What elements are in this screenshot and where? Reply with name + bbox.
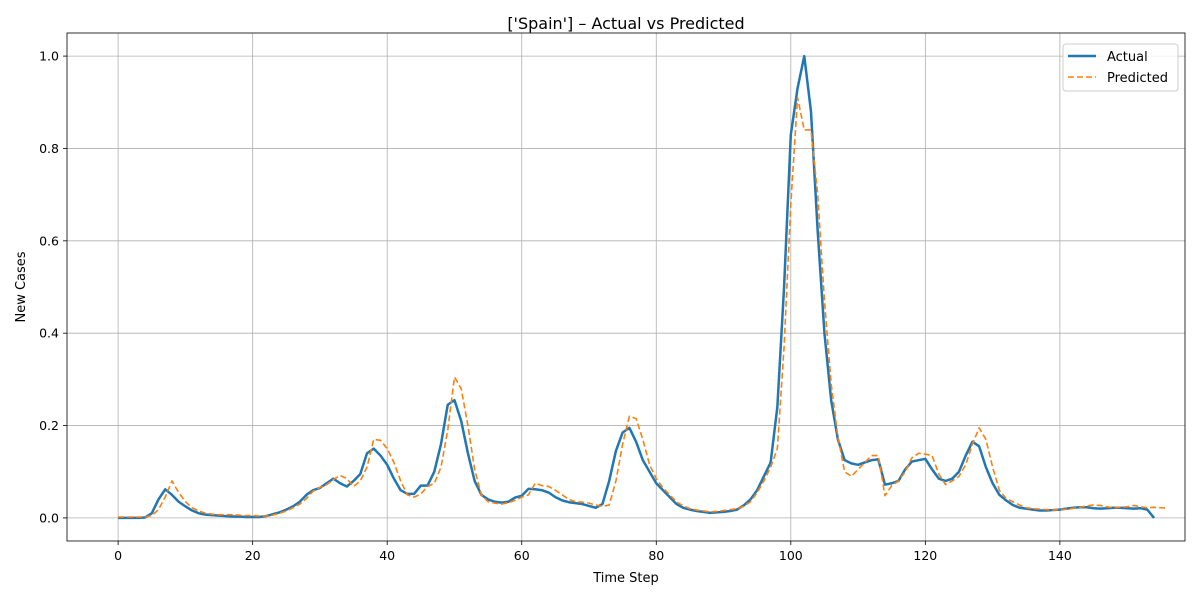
ticks-layer: 0 20 40 60 80 100 120 140 0.0 0.2 0.4 0.6 0.8 1.0 bbox=[39, 49, 1072, 563]
x-tick-label: 140 bbox=[1048, 548, 1072, 563]
y-tick-label: 0.0 bbox=[39, 510, 59, 525]
x-tick-label: 120 bbox=[913, 548, 937, 563]
plot-frame bbox=[66, 32, 1186, 542]
x-tick-label: 80 bbox=[648, 548, 664, 563]
y-tick-label: 1.0 bbox=[39, 49, 59, 64]
x-tick-label: 60 bbox=[514, 548, 530, 563]
chart-title: ['Spain'] – Actual vs Predicted bbox=[507, 14, 744, 33]
series-line-predicted bbox=[118, 96, 1168, 518]
y-axis-label: New Cases bbox=[14, 251, 29, 322]
x-axis-label: Time Step bbox=[592, 571, 659, 586]
y-tick-label: 0.8 bbox=[39, 141, 59, 156]
legend-label-actual: Actual bbox=[1107, 50, 1148, 65]
x-tick-label: 0 bbox=[114, 548, 122, 563]
grid-layer bbox=[67, 33, 1185, 541]
x-tick-label: 40 bbox=[379, 548, 395, 563]
lines-layer bbox=[118, 54, 1168, 520]
y-tick-label: 0.2 bbox=[39, 418, 59, 433]
x-tick-label: 100 bbox=[779, 548, 803, 563]
series-line-actual bbox=[118, 54, 1156, 520]
legend-label-predicted: Predicted bbox=[1107, 71, 1168, 86]
y-tick-label: 0.4 bbox=[39, 326, 59, 341]
legend: Actual Predicted bbox=[1062, 43, 1179, 92]
x-tick-label: 20 bbox=[245, 548, 261, 563]
y-tick-label: 0.6 bbox=[39, 233, 59, 248]
